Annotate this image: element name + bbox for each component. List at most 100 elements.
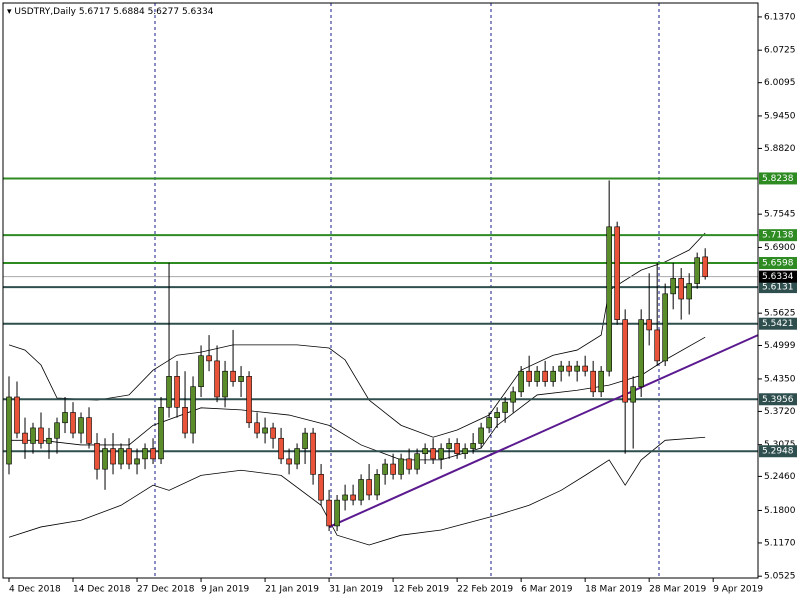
- candle-body: [486, 417, 492, 429]
- candle-body: [342, 494, 348, 501]
- candle-body: [566, 365, 572, 372]
- price-label-box: [759, 270, 797, 283]
- candle-body: [438, 448, 444, 460]
- y-tick-label: 5.1800: [764, 506, 796, 516]
- candle-body: [398, 458, 404, 475]
- candle-body: [510, 391, 516, 403]
- level-label: 5.3956: [762, 395, 794, 405]
- y-tick-label: 5.2460: [764, 472, 796, 482]
- candle-body: [62, 412, 68, 424]
- candle-body: [606, 226, 612, 372]
- candle-body: [574, 365, 580, 372]
- y-tick-label: 6.0725: [764, 46, 796, 56]
- candle-body: [38, 427, 44, 444]
- y-tick-label: 5.4350: [764, 374, 796, 384]
- candle-body: [158, 407, 164, 460]
- candle-body: [94, 443, 100, 470]
- y-tick-label: 6.0095: [764, 78, 796, 88]
- ohlc-low: 5.6277: [148, 7, 180, 17]
- level-label: 5.7138: [762, 231, 794, 241]
- candle-body: [78, 417, 84, 434]
- candle-body: [390, 463, 396, 475]
- plot-layer: [3, 177, 759, 546]
- y-tick-label: 5.3720: [764, 407, 796, 417]
- level-label-box: [759, 172, 797, 185]
- level-label: 5.6598: [762, 259, 794, 269]
- candle-body: [166, 376, 172, 408]
- level-label-box: [759, 393, 797, 406]
- candle-body: [406, 458, 412, 470]
- menu-arrow: ▾: [7, 7, 14, 17]
- candle-body: [14, 396, 20, 434]
- candle-body: [198, 355, 204, 387]
- candle-body: [526, 370, 532, 382]
- plot-frame: [2, 2, 759, 579]
- level-label: 5.8238: [762, 174, 794, 184]
- candle-body: [598, 370, 604, 393]
- candle-body: [30, 427, 36, 444]
- candle-body: [678, 278, 684, 300]
- candle-body: [534, 370, 540, 382]
- candle-body: [302, 432, 308, 449]
- candle-body: [230, 370, 236, 382]
- y-tick-label: 5.9450: [764, 111, 796, 121]
- candle-body: [262, 427, 268, 434]
- candle-body: [46, 437, 52, 444]
- candle-body: [654, 329, 660, 362]
- x-tick-label: 4 Dec 2018: [9, 585, 61, 595]
- y-tick-label: 5.0525: [764, 572, 796, 582]
- candle-body: [374, 474, 380, 496]
- price-label: 5.6334: [762, 272, 794, 282]
- candle-body: [22, 432, 28, 444]
- candle-body: [238, 376, 244, 382]
- candle-body: [102, 448, 108, 470]
- candle-body: [518, 370, 524, 393]
- level-label-box: [759, 445, 797, 458]
- candle-body: [206, 355, 212, 362]
- level-label-box: [759, 317, 797, 330]
- candle-body: [638, 319, 644, 387]
- candle-body: [478, 427, 484, 444]
- candle-body: [662, 293, 668, 362]
- symbol: USDTRY,Daily: [14, 7, 76, 17]
- candle-body: [86, 417, 92, 444]
- candle-body: [550, 370, 556, 382]
- band-lower: [8, 436, 706, 546]
- candle-body: [286, 458, 292, 465]
- x-tick-label: 9 Jan 2019: [201, 585, 249, 595]
- level-label-box: [759, 229, 797, 242]
- candle-body: [246, 376, 252, 424]
- candle-body: [326, 499, 332, 527]
- candle-body: [318, 474, 324, 501]
- candle-body: [278, 437, 284, 460]
- x-tick-label: 31 Jan 2019: [329, 585, 383, 595]
- candle-body: [366, 479, 372, 496]
- candle-body: [702, 256, 708, 277]
- candle-body: [270, 427, 276, 439]
- x-tick-label: 9 Apr 2019: [713, 585, 763, 595]
- candle-body: [614, 226, 620, 320]
- y-tick-label: 5.1170: [764, 538, 796, 548]
- level-label: 5.2948: [762, 447, 794, 457]
- candle-body: [134, 458, 140, 465]
- candle-body: [630, 386, 636, 403]
- ohlc-close: 5.6334: [182, 7, 214, 17]
- candle-body: [686, 283, 692, 300]
- y-tick-label: 5.3075: [764, 440, 796, 450]
- y-tick-label: 6.1370: [764, 12, 796, 22]
- level-label: 5.6131: [762, 283, 794, 293]
- candle-body: [382, 463, 388, 475]
- y-tick-label: 5.6900: [764, 243, 796, 253]
- candle-body: [310, 432, 316, 475]
- candle-body: [470, 443, 476, 449]
- y-tick-label: 5.5625: [764, 309, 796, 319]
- candle-body: [294, 448, 300, 465]
- candle-body: [110, 448, 116, 465]
- candle-body: [414, 453, 420, 470]
- candle-body: [542, 370, 548, 382]
- band-upper: [8, 232, 706, 438]
- candle-body: [142, 448, 148, 460]
- candle-body: [182, 407, 188, 434]
- x-tick-label: 14 Dec 2018: [73, 585, 131, 595]
